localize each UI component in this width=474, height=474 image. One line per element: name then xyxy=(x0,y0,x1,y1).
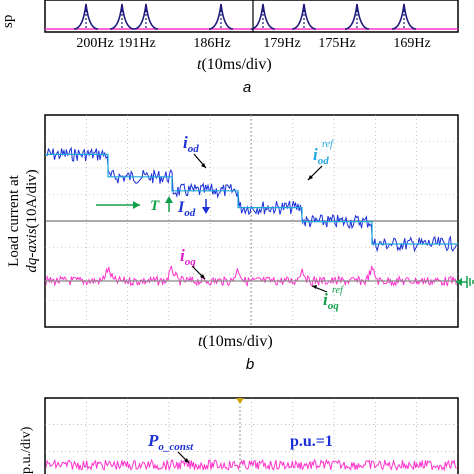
panel-a-peak xyxy=(250,3,276,30)
panel-a-sublabel: a xyxy=(243,79,251,96)
panel-b-ylabel-line1: Load current at xyxy=(6,174,22,266)
iod-ref-arrowhead xyxy=(308,175,313,180)
panel-a: sp 200Hz 191Hz 186Hz 179Hz 175Hz 169Hz t(10ms… xyxy=(0,0,459,96)
Iod-down-arrowhead xyxy=(202,207,210,214)
panel-a-peak xyxy=(133,3,159,30)
panel-c-grid xyxy=(45,398,458,474)
po-arrowhead xyxy=(184,458,189,463)
ioq-trace xyxy=(45,265,457,287)
ioq-ref-sup: ref xyxy=(332,285,344,296)
pu-label: p.u.=1 xyxy=(290,433,333,450)
iod-label: iod xyxy=(183,133,199,155)
panel-a-peak xyxy=(391,3,417,30)
panel-a-freq-labels: 200Hz 191Hz 186Hz 179Hz 175Hz 169Hz xyxy=(76,36,430,51)
po-const-label: Po_const xyxy=(147,431,194,453)
po-trace xyxy=(45,458,457,472)
T-up-arrowhead xyxy=(165,196,173,203)
panel-a-frame xyxy=(44,0,459,33)
iod-ref-label: iod xyxy=(313,145,329,167)
panel-a-peak xyxy=(73,3,99,30)
panel-b-ylabel: Load current at dq-axis(10A/div) xyxy=(6,169,40,272)
panel-a-peak xyxy=(109,3,135,30)
panel-b-ylabel-line2: dq-axis(10A/div) xyxy=(24,169,40,272)
freq-label: 191Hz xyxy=(118,36,155,51)
Iod-label: Iod xyxy=(177,199,196,219)
ioq-ref-arrowhead xyxy=(312,285,317,289)
freq-label: 200Hz xyxy=(76,36,113,51)
panel-a-peak xyxy=(208,3,234,30)
freq-label: 186Hz xyxy=(193,36,230,51)
freq-label: 175Hz xyxy=(318,36,355,51)
panel-b: Load current at dq-axis(10A/div) iod iod… xyxy=(6,114,474,373)
ioq-ref-label: ioq xyxy=(323,290,339,312)
panel-b-xlabel: t(10ms/div) xyxy=(198,333,273,350)
ioq-arrowhead xyxy=(200,274,205,279)
panel-c: p.u./div) Po_const p.u.=1 xyxy=(19,397,459,474)
freq-label: 179Hz xyxy=(263,36,300,51)
trigger-marker-icon xyxy=(236,398,244,404)
iod-ref-trace xyxy=(45,153,458,245)
ground-marker-icon xyxy=(456,276,474,288)
panel-a-peak xyxy=(291,3,317,30)
panel-a-xlabel: t(10ms/div) xyxy=(197,56,272,73)
panel-a-peaks xyxy=(45,0,458,32)
panel-c-ylabel: p.u./div) xyxy=(19,426,34,474)
iod-arrowhead xyxy=(201,163,206,168)
panel-a-peak xyxy=(344,3,370,30)
green-arrowhead xyxy=(133,201,140,209)
panel-a-ylabel: sp xyxy=(0,15,16,28)
ioq-label: ioq xyxy=(180,246,196,268)
panel-b-sublabel: b xyxy=(246,356,254,373)
T-label: T xyxy=(150,198,160,214)
panel-b-grid xyxy=(45,115,458,327)
iod-trace xyxy=(45,146,457,253)
freq-label: 169Hz xyxy=(393,36,430,51)
iod-ref-sup: ref xyxy=(322,139,334,150)
